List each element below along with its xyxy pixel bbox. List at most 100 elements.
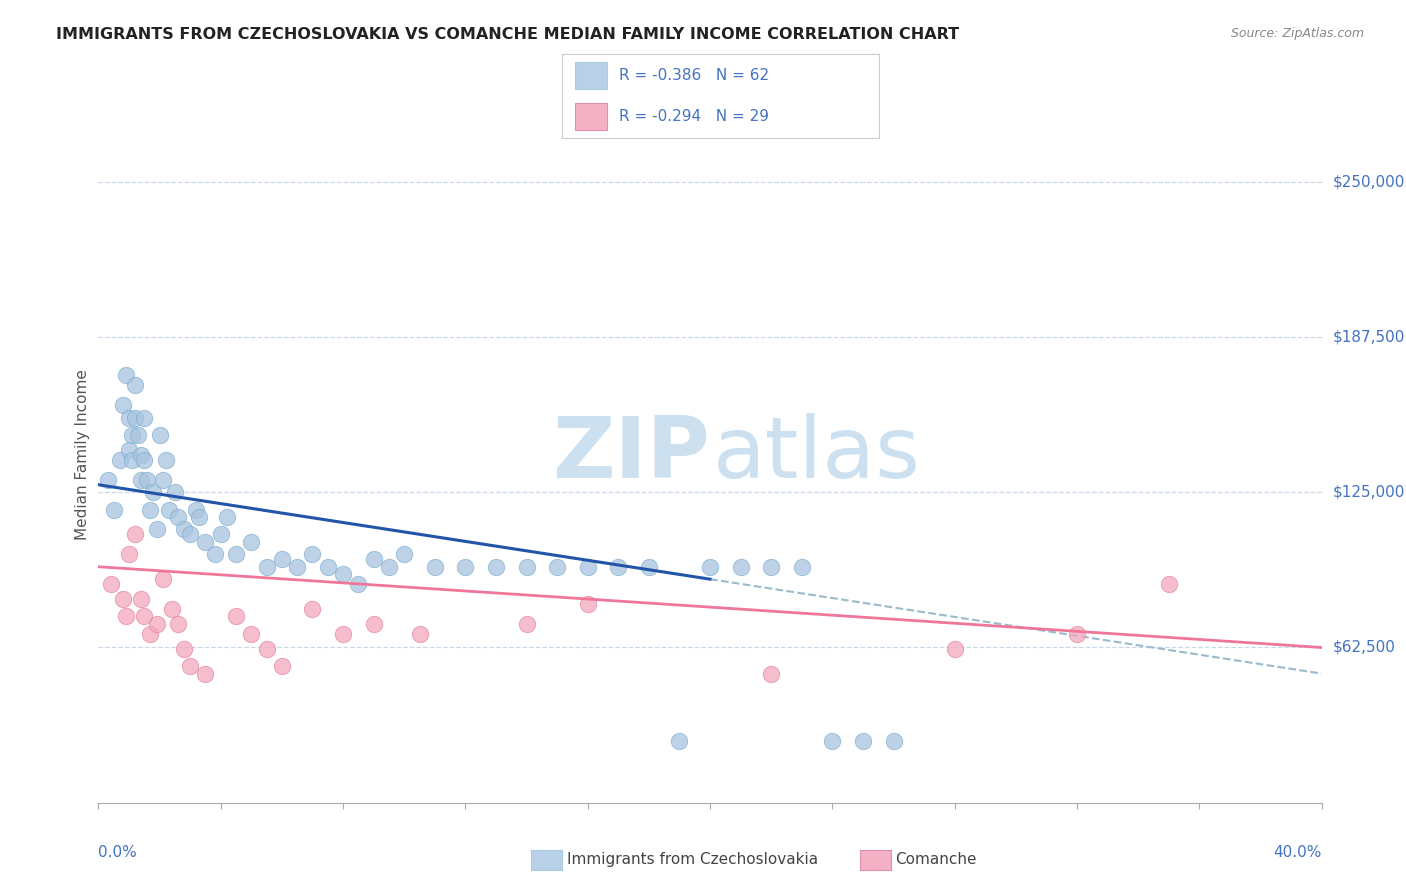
Point (576, 559, 599, 574)
Point (139, 627, 162, 641)
Point (270, 659, 294, 673)
Point (118, 410, 141, 425)
Text: ZIP: ZIP (553, 413, 710, 497)
Point (124, 410, 146, 425)
Point (136, 473, 159, 487)
Point (111, 592, 134, 607)
Point (115, 368, 138, 383)
Point (204, 547, 226, 561)
Point (108, 453, 131, 467)
Point (173, 523, 195, 537)
Text: IMMIGRANTS FROM CZECHOSLOVAKIA VS COMANCHE MEDIAN FAMILY INCOME CORRELATION CHAR: IMMIGRANTS FROM CZECHOSLOVAKIA VS COMANC… (56, 27, 959, 42)
Point (454, 559, 477, 574)
Point (270, 552, 294, 566)
Point (124, 378, 146, 392)
Point (1066, 627, 1088, 641)
Point (173, 641, 195, 656)
Point (668, 733, 690, 747)
Point (134, 453, 156, 467)
Point (97, 473, 120, 487)
Point (121, 453, 143, 467)
Point (209, 527, 232, 541)
Point (256, 641, 278, 656)
Point (637, 559, 661, 574)
Point (157, 502, 180, 516)
Point (194, 535, 217, 549)
Point (943, 641, 966, 656)
Text: 40.0%: 40.0% (1274, 845, 1322, 860)
Point (134, 410, 156, 425)
Point (516, 559, 538, 574)
Point (225, 609, 247, 624)
Point (129, 592, 152, 607)
Point (118, 442, 141, 457)
Point (347, 577, 370, 591)
Text: atlas: atlas (713, 413, 921, 497)
Point (149, 428, 172, 442)
Point (167, 616, 190, 631)
Point (883, 733, 905, 747)
Point (790, 559, 813, 574)
Point (607, 559, 630, 574)
Point (152, 572, 174, 586)
Point (408, 627, 430, 641)
Text: $125,000: $125,000 (1333, 484, 1405, 500)
Point (699, 559, 721, 574)
Point (152, 473, 174, 487)
Point (761, 559, 783, 574)
Point (194, 666, 217, 681)
Point (301, 547, 323, 561)
Point (118, 547, 141, 561)
Point (225, 547, 247, 561)
Text: $187,500: $187,500 (1333, 329, 1405, 344)
Y-axis label: Median Family Income: Median Family Income (75, 369, 90, 541)
Text: Comanche: Comanche (896, 853, 977, 867)
Point (332, 567, 354, 582)
Point (129, 473, 152, 487)
Point (301, 602, 323, 616)
Point (285, 559, 308, 574)
Point (576, 597, 599, 611)
Point (363, 552, 385, 566)
Point (821, 733, 844, 747)
Text: R = -0.294   N = 29: R = -0.294 N = 29 (619, 109, 769, 124)
Point (332, 627, 354, 641)
Point (121, 428, 143, 442)
Point (392, 547, 416, 561)
Point (139, 502, 162, 516)
Point (179, 659, 201, 673)
Point (179, 527, 201, 541)
Point (423, 559, 446, 574)
Text: $62,500: $62,500 (1333, 640, 1396, 655)
Point (100, 577, 122, 591)
Bar (575, 62, 607, 89)
Point (155, 453, 177, 467)
Point (730, 559, 752, 574)
Point (363, 616, 385, 631)
Text: Immigrants from Czechoslovakia: Immigrants from Czechoslovakia (567, 853, 818, 867)
Point (240, 627, 263, 641)
Point (145, 523, 167, 537)
Text: $250,000: $250,000 (1333, 174, 1405, 189)
Point (1157, 577, 1180, 591)
Point (240, 535, 263, 549)
Text: R = -0.386   N = 62: R = -0.386 N = 62 (619, 68, 769, 83)
Point (142, 485, 165, 500)
Point (103, 502, 125, 516)
Point (160, 602, 183, 616)
Point (546, 559, 568, 574)
Point (188, 510, 211, 524)
Point (852, 733, 875, 747)
Bar (575, 103, 607, 130)
Text: Source: ZipAtlas.com: Source: ZipAtlas.com (1230, 27, 1364, 40)
Point (115, 609, 138, 624)
Point (761, 666, 783, 681)
Point (485, 559, 508, 574)
Point (378, 559, 401, 574)
Point (316, 559, 339, 574)
Point (124, 527, 146, 541)
Point (516, 616, 538, 631)
Point (167, 510, 190, 524)
Point (256, 559, 278, 574)
Point (215, 510, 238, 524)
